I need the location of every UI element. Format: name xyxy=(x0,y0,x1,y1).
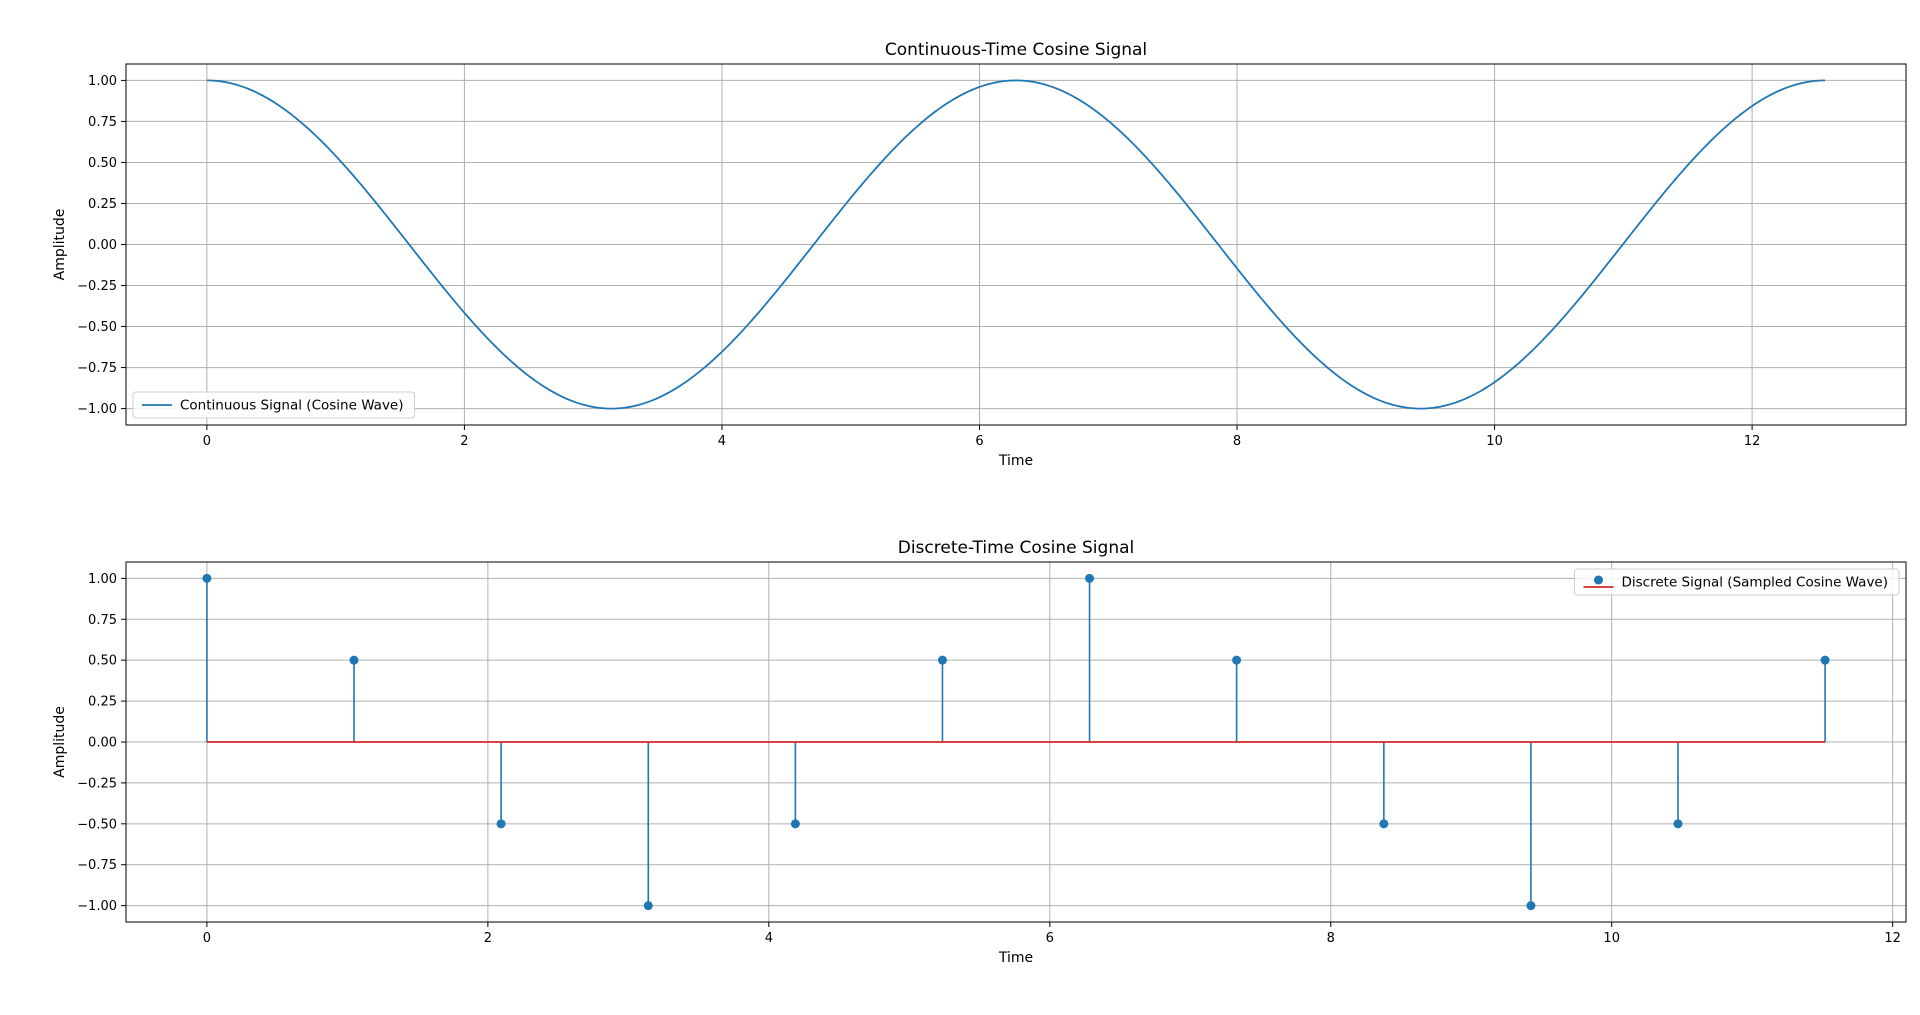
stem-marker xyxy=(643,901,653,911)
stem-marker xyxy=(1232,655,1242,665)
plot-title: Discrete-Time Cosine Signal xyxy=(898,538,1135,558)
y-tick-label: −0.75 xyxy=(77,361,117,376)
plot-marks xyxy=(202,573,1830,911)
x-tick-label: 4 xyxy=(765,931,773,946)
y-ticks: −1.00 −0.75 −0.50 −0.25 0.00 0.25 0.50 0.75 1.00 xyxy=(77,74,126,417)
y-axis-label: Amplitude xyxy=(52,706,68,778)
x-tick-label: 12 xyxy=(1884,931,1901,946)
y-tick-label: 0.50 xyxy=(88,654,117,669)
stem-marker xyxy=(1526,901,1536,911)
x-tick-label: 0 xyxy=(203,434,211,449)
y-tick-label: 0.25 xyxy=(88,197,117,212)
y-tick-label: 0.25 xyxy=(88,695,117,710)
legend: Discrete Signal (Sampled Cosine Wave) xyxy=(1574,568,1900,596)
legend-label: Discrete Signal (Sampled Cosine Wave) xyxy=(1622,575,1889,591)
grid xyxy=(126,64,1906,425)
y-tick-label: 1.00 xyxy=(88,74,117,89)
stem-marker xyxy=(202,573,212,583)
legend-label: Continuous Signal (Cosine Wave) xyxy=(180,398,404,414)
x-tick-label: 0 xyxy=(203,931,211,946)
x-tick-label: 2 xyxy=(460,434,468,449)
discrete-signal-plot: 0 2 4 6 8 10 12 −1.00 −0.75 −0.50 −0.25 0.00 0.25 0.… xyxy=(52,538,1907,966)
x-tick-label: 6 xyxy=(975,434,983,449)
y-tick-label: −0.25 xyxy=(77,279,117,294)
x-tick-label: 8 xyxy=(1327,931,1335,946)
stem-marker xyxy=(496,819,506,829)
plot-title: Continuous-Time Cosine Signal xyxy=(885,40,1147,60)
x-tick-label: 2 xyxy=(484,931,492,946)
x-axis-label: Time xyxy=(998,453,1033,469)
y-tick-label: −0.50 xyxy=(77,320,117,335)
stem-marker xyxy=(349,655,359,665)
y-tick-label: −1.00 xyxy=(77,899,117,914)
x-tick-label: 6 xyxy=(1046,931,1054,946)
y-ticks: −1.00 −0.75 −0.50 −0.25 0.00 0.25 0.50 0.75 1.00 xyxy=(77,572,126,914)
y-tick-label: −0.75 xyxy=(77,858,117,873)
x-tick-label: 4 xyxy=(718,434,726,449)
y-tick-label: 0.50 xyxy=(88,156,117,171)
y-tick-label: −1.00 xyxy=(77,402,117,417)
y-tick-label: 1.00 xyxy=(88,572,117,587)
y-tick-label: 0.75 xyxy=(88,115,117,130)
y-tick-label: 0.00 xyxy=(88,736,117,751)
x-tick-label: 10 xyxy=(1486,434,1503,449)
legend-box xyxy=(132,391,416,419)
stem-marker xyxy=(937,655,947,665)
stem-marker xyxy=(1820,655,1830,665)
y-tick-label: −0.50 xyxy=(77,817,117,832)
y-axis-label: Amplitude xyxy=(52,209,68,281)
x-tick-label: 8 xyxy=(1233,434,1241,449)
x-tick-label: 10 xyxy=(1603,931,1620,946)
x-axis-label: Time xyxy=(998,950,1033,966)
stem-marker xyxy=(1085,573,1095,583)
x-ticks: 0 2 4 6 8 10 12 xyxy=(203,425,1761,449)
legend: Continuous Signal (Cosine Wave) xyxy=(132,391,416,419)
y-tick-label: 0.75 xyxy=(88,613,117,628)
continuous-signal-plot: 0 2 4 6 8 10 12 −1.00 −0.75 −0.50 −0.25 0.00 0.25 0.… xyxy=(52,40,1907,469)
stem-marker xyxy=(790,819,800,829)
series-line xyxy=(206,79,1826,410)
plot-marks xyxy=(206,79,1826,410)
legend-box xyxy=(1574,568,1900,596)
legend-swatch-marker xyxy=(1594,575,1603,585)
y-tick-label: 0.00 xyxy=(88,238,117,253)
stem-marker xyxy=(1379,819,1389,829)
stem-marker xyxy=(1673,819,1683,829)
x-ticks: 0 2 4 6 8 10 12 xyxy=(203,922,1901,946)
y-tick-label: −0.25 xyxy=(77,776,117,791)
x-tick-label: 12 xyxy=(1744,434,1761,449)
